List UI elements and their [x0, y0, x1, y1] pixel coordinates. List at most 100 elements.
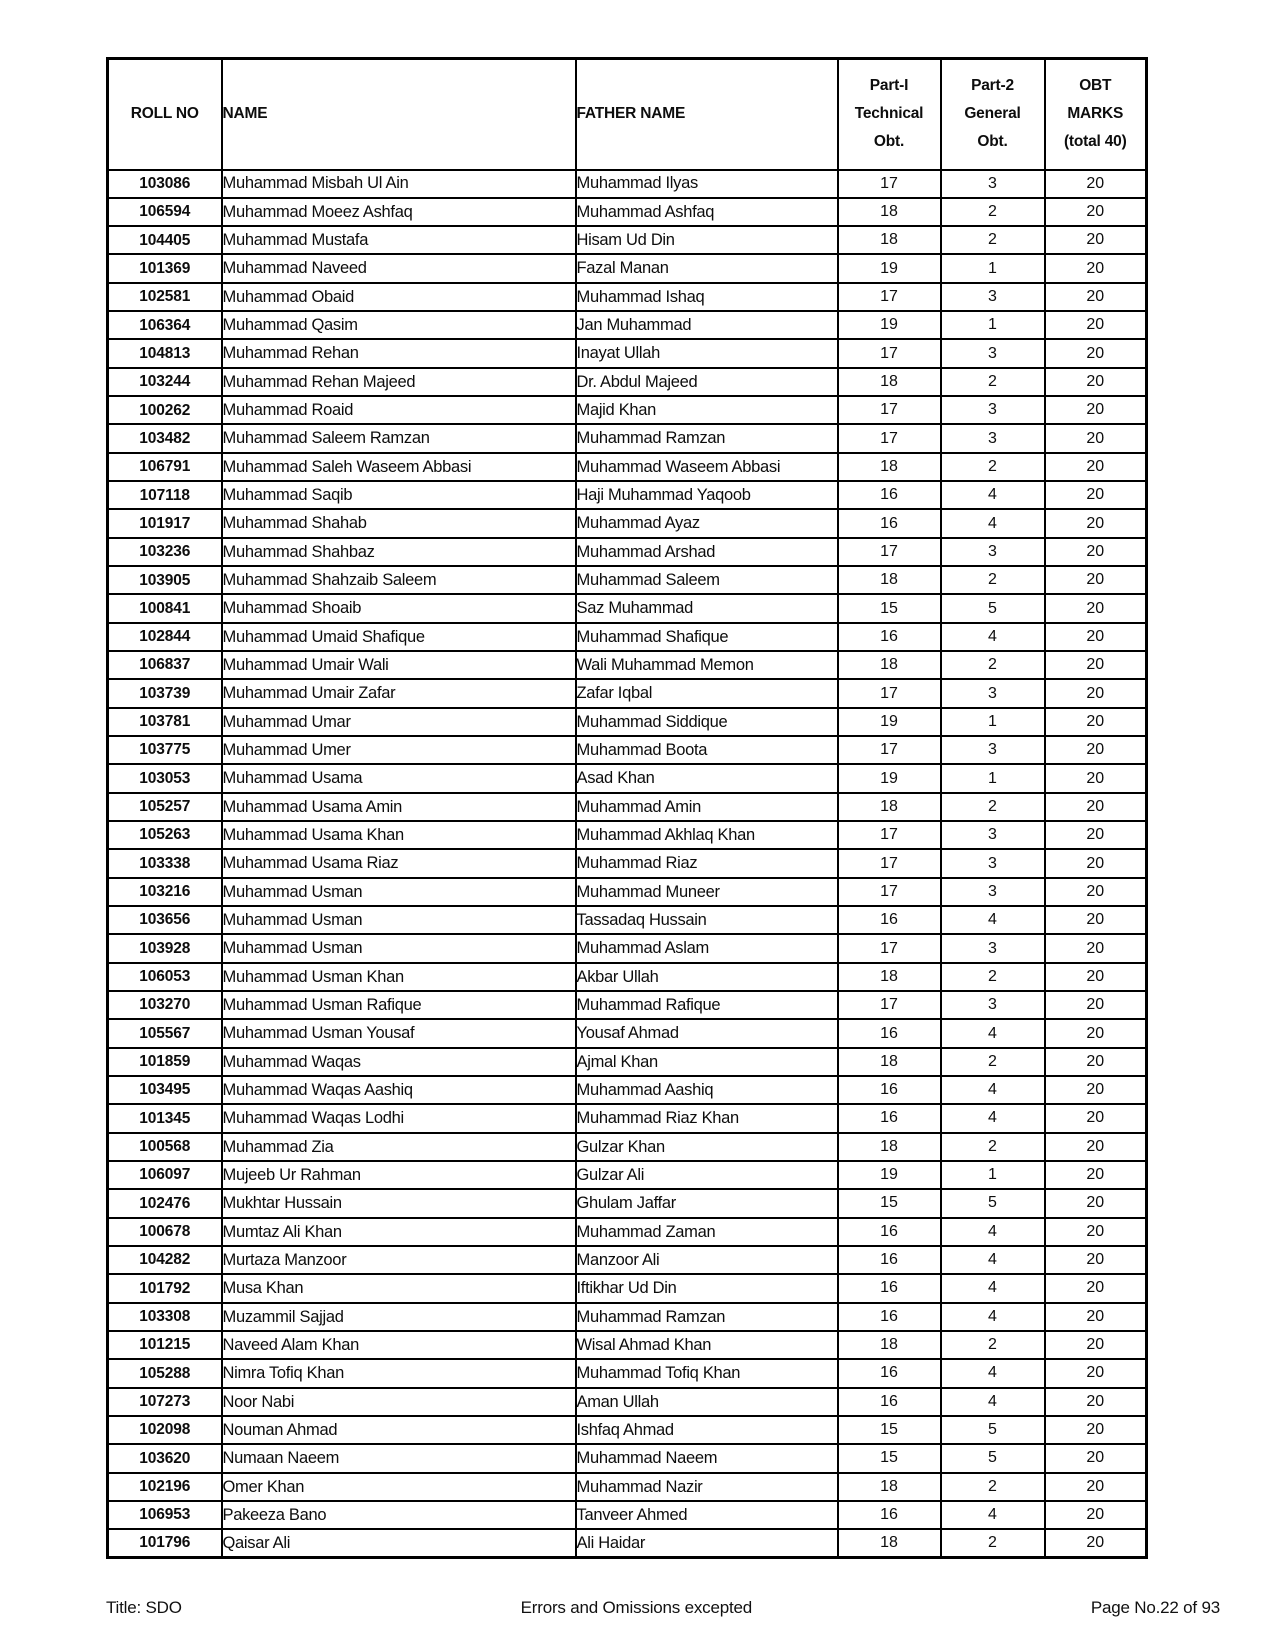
- table-row: 103656 Muhammad Usman Tassadaq Hussain 1…: [106, 905, 1148, 936]
- roll-no-cell: 106953: [106, 1499, 223, 1531]
- obt-marks-cell: 20: [1043, 1216, 1148, 1247]
- name-cell: Muhammad Usman Yousaf: [220, 1018, 577, 1049]
- obt-marks-cell: 20: [1043, 395, 1148, 426]
- table-row: 106053 Muhammad Usman Khan Akbar Ullah 1…: [106, 961, 1148, 993]
- roll-no-cell: 106364: [106, 310, 223, 341]
- father-name-cell: Muhammad Siddique: [574, 706, 839, 738]
- table-row: 101345 Muhammad Waqas Lodhi Muhammad Ria…: [106, 1103, 1148, 1134]
- table-row: 104282 Murtaza Manzoor Manzoor Ali 16 4 …: [106, 1244, 1148, 1276]
- part1-marks-cell: 17: [836, 395, 942, 426]
- part1-marks-cell: 16: [836, 1301, 942, 1332]
- obt-marks-cell: 20: [1043, 536, 1148, 568]
- part2-marks-cell: 1: [939, 706, 1046, 738]
- obt-marks-cell: 20: [1043, 1074, 1148, 1106]
- part1-marks-cell: 17: [836, 820, 942, 851]
- obt-marks-cell: 20: [1043, 1046, 1148, 1078]
- part1-marks-cell: 18: [836, 1528, 942, 1559]
- father-name-cell: Muhammad Waseem Abbasi: [574, 451, 839, 483]
- part1-marks-cell: 16: [836, 1499, 942, 1531]
- roll-no-cell: 101215: [106, 1329, 223, 1361]
- table-row: 103308 Muzammil Sajjad Muhammad Ramzan 1…: [106, 1301, 1148, 1332]
- part2-marks-cell: 5: [939, 1443, 1046, 1474]
- column-header-obt-marks: OBT MARKS (total 40): [1043, 57, 1148, 171]
- name-cell: Nouman Ahmad: [220, 1414, 577, 1446]
- table-row: 107273 Noor Nabi Aman Ullah 16 4 20: [106, 1386, 1148, 1417]
- part2-marks-cell: 2: [939, 196, 1046, 228]
- obt-marks-cell: 20: [1043, 1244, 1148, 1276]
- name-cell: Muhammad Umaid Shafique: [220, 621, 577, 653]
- roll-no-cell: 103308: [106, 1301, 223, 1332]
- obt-marks-cell: 20: [1043, 451, 1148, 483]
- father-name-cell: Muhammad Akhlaq Khan: [574, 820, 839, 851]
- part1-marks-cell: 16: [836, 1074, 942, 1106]
- part2-marks-cell: 4: [939, 1499, 1046, 1531]
- roll-no-cell: 103244: [106, 366, 223, 398]
- father-name-cell: Jan Muhammad: [574, 310, 839, 341]
- roll-no-cell: 104813: [106, 338, 223, 369]
- name-cell: Muhammad Usama: [220, 763, 577, 794]
- obt-marks-cell: 20: [1043, 508, 1148, 539]
- father-name-cell: Muhammad Nazir: [574, 1471, 839, 1502]
- obt-marks-cell: 20: [1043, 848, 1148, 879]
- father-name-cell: Iftikhar Ud Din: [574, 1273, 839, 1304]
- part2-marks-cell: 2: [939, 1046, 1046, 1078]
- roll-no-cell: 106053: [106, 961, 223, 993]
- part1-marks-cell: 18: [836, 791, 942, 823]
- part2-marks-cell: 3: [939, 423, 1046, 454]
- part2-marks-cell: 5: [939, 1414, 1046, 1446]
- roll-no-cell: 102196: [106, 1471, 223, 1502]
- name-cell: Nimra Tofiq Khan: [220, 1358, 577, 1389]
- roll-no-cell: 102844: [106, 621, 223, 653]
- father-name-cell: Ghulam Jaffar: [574, 1188, 839, 1219]
- part1-marks-cell: 18: [836, 961, 942, 993]
- part1-marks-cell: 17: [836, 876, 942, 908]
- table-row: 106097 Mujeeb Ur Rahman Gulzar Ali 19 1 …: [106, 1159, 1148, 1191]
- column-header-roll-no: ROLL NO: [106, 57, 223, 171]
- part1-marks-cell: 15: [836, 1188, 942, 1219]
- header-row: ROLL NO NAME FATHER NAME Part-I Technica…: [106, 57, 1148, 171]
- roll-no-cell: 103781: [106, 706, 223, 738]
- father-name-cell: Muhammad Tofiq Khan: [574, 1358, 839, 1389]
- table-row: 101792 Musa Khan Iftikhar Ud Din 16 4 20: [106, 1273, 1148, 1304]
- table-row: 101859 Muhammad Waqas Ajmal Khan 18 2 20: [106, 1046, 1148, 1078]
- roll-no-cell: 103053: [106, 763, 223, 794]
- part2-marks-cell: 2: [939, 366, 1046, 398]
- table-row: 105257 Muhammad Usama Amin Muhammad Amin…: [106, 791, 1148, 823]
- table-row: 103739 Muhammad Umair Zafar Zafar Iqbal …: [106, 678, 1148, 709]
- name-cell: Muhammad Usama Riaz: [220, 848, 577, 879]
- part2-marks-cell: 4: [939, 1386, 1046, 1417]
- table-row: 103928 Muhammad Usman Muhammad Aslam 17 …: [106, 933, 1148, 964]
- name-cell: Mumtaz Ali Khan: [220, 1216, 577, 1247]
- roll-no-cell: 106791: [106, 451, 223, 483]
- father-name-cell: Muhammad Boota: [574, 735, 839, 766]
- roll-no-cell: 103495: [106, 1074, 223, 1106]
- roll-no-cell: 103086: [106, 168, 223, 199]
- name-cell: Mujeeb Ur Rahman: [220, 1159, 577, 1191]
- obt-marks-cell: 20: [1043, 820, 1148, 851]
- part1-marks-cell: 15: [836, 593, 942, 624]
- name-cell: Muhammad Umair Zafar: [220, 678, 577, 709]
- part2-marks-cell: 4: [939, 1301, 1046, 1332]
- name-cell: Muzammil Sajjad: [220, 1301, 577, 1332]
- part2-marks-cell: 4: [939, 621, 1046, 653]
- part2-marks-cell: 4: [939, 480, 1046, 511]
- obt-marks-cell: 20: [1043, 225, 1148, 256]
- roll-no-cell: 105257: [106, 791, 223, 823]
- table-row: 103620 Numaan Naeem Muhammad Naeem 15 5 …: [106, 1443, 1148, 1474]
- obt-marks-cell: 20: [1043, 253, 1148, 284]
- name-cell: Muhammad Shahzaib Saleem: [220, 565, 577, 596]
- roll-no-cell: 107118: [106, 480, 223, 511]
- obt-marks-cell: 20: [1043, 1301, 1148, 1332]
- roll-no-cell: 104282: [106, 1244, 223, 1276]
- name-cell: Muhammad Naveed: [220, 253, 577, 284]
- father-name-cell: Muhammad Zaman: [574, 1216, 839, 1247]
- obt-marks-cell: 20: [1043, 1499, 1148, 1531]
- part2-marks-cell: 2: [939, 791, 1046, 823]
- name-cell: Muhammad Usman: [220, 905, 577, 936]
- roll-no-cell: 100568: [106, 1131, 223, 1162]
- part2-marks-cell: 4: [939, 1018, 1046, 1049]
- table-row: 106594 Muhammad Moeez Ashfaq Muhammad As…: [106, 196, 1148, 228]
- part1-marks-cell: 17: [836, 423, 942, 454]
- obt-marks-cell: 20: [1043, 876, 1148, 908]
